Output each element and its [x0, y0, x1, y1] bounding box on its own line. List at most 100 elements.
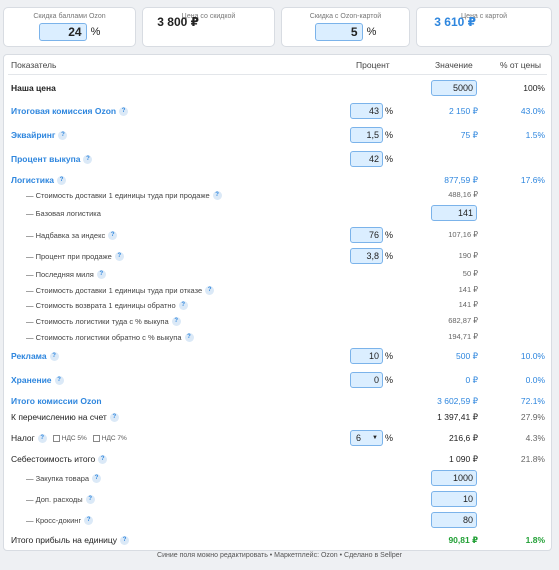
payout-value: 1 397,41 ₽	[437, 412, 478, 422]
bonus-input[interactable]: 24	[38, 23, 87, 41]
tax-value: 216,6 ₽	[448, 433, 478, 443]
help-icon[interactable]: ?	[37, 433, 47, 443]
percent-unit: %	[385, 130, 394, 140]
card-ozon-card: Скидка с Ozon-картой 5 %	[281, 7, 410, 47]
row-profit: Итого прибыль на единицу? 90,81 ₽ 1.8%	[4, 531, 553, 549]
percent-unit: %	[385, 433, 394, 443]
commission-value: 2 150 ₽	[448, 106, 478, 116]
ozon-card-input[interactable]: 5	[314, 23, 363, 41]
help-icon[interactable]: ?	[212, 191, 222, 200]
row-index-markup: — Надбавка за индекс? 76 % 107,16 ₽	[4, 226, 553, 244]
sale-percent-input[interactable]: 3,8	[350, 248, 383, 264]
row-cost-total: Себестоимость итого? 1 090 ₽ 21.8%	[4, 450, 553, 468]
card-bonus: Скидка баллами Ozon 24 %	[3, 7, 136, 47]
logistics-value: 877,59 ₽	[444, 175, 478, 185]
acquiring-percent-input[interactable]: 1,5	[350, 127, 383, 143]
row-logistics-back: — Стоимость логистики обратно с % выкупа…	[4, 328, 553, 346]
card-price-with-card-label: Цена с картой	[461, 13, 507, 20]
storage-percent-input[interactable]: 0	[350, 372, 383, 388]
row-our-price: Наша цена 5000 100%	[4, 79, 553, 97]
header-value: Значение	[435, 60, 473, 70]
ads-value: 500 ₽	[456, 351, 478, 361]
index-markup-label: — Надбавка за индекс	[26, 231, 106, 240]
buyout-percent-input[interactable]: 42	[350, 151, 383, 167]
row-extra: — Доп. расходы? 10	[4, 490, 553, 508]
row-logistics: Логистика? 877,59 ₽ 17.6%	[4, 171, 553, 189]
discount-price-value: 3 800 ₽	[157, 15, 199, 29]
help-icon[interactable]: ?	[171, 317, 181, 326]
storage-label: Хранение	[11, 375, 52, 385]
storage-value: 0 ₽	[465, 375, 479, 385]
purchase-label: — Закупка товара	[26, 474, 90, 483]
help-icon[interactable]: ?	[109, 412, 119, 422]
bonus-unit: %	[90, 26, 101, 38]
index-markup-percent-input[interactable]: 76	[350, 227, 383, 243]
logistics-there-label: — Стоимость логистики туда с % выкупа	[26, 317, 169, 326]
our-price-label: Наша цена	[11, 83, 56, 93]
vat5-label: НДС 5%	[61, 434, 87, 442]
footer-note: Синие поля можно редактировать • Маркетп…	[157, 552, 402, 559]
base-logistics-label: — Базовая логистика	[26, 209, 101, 218]
help-icon[interactable]: ?	[85, 495, 95, 504]
logistics-label: Логистика	[11, 175, 55, 185]
commission-label: Итоговая комиссия Ozon	[11, 106, 117, 116]
help-icon[interactable]: ?	[184, 333, 194, 342]
return-cost-value: 141 ₽	[458, 300, 478, 309]
checkbox-box[interactable]	[92, 434, 100, 442]
tax-rate-select[interactable]: 6 ▼	[350, 430, 383, 446]
row-commission: Итоговая комиссия Ozon? 43 % 2 150 ₽ 43.…	[4, 102, 553, 120]
tax-rate-value: 6	[356, 433, 362, 443]
vat5-checkbox[interactable]: НДС 5%	[52, 434, 87, 442]
base-logistics-input[interactable]: 141	[431, 205, 477, 221]
card-discount-price-label: Цена со скидкой	[181, 13, 236, 20]
last-mile-label: — Последняя миля	[26, 270, 94, 279]
sale-percent-value: 190 ₽	[458, 251, 478, 260]
help-icon[interactable]: ?	[205, 286, 215, 295]
row-base-logistics: — Базовая логистика 141	[4, 204, 553, 222]
row-storage: Хранение? 0 % 0 ₽ 0.0%	[4, 371, 553, 389]
delivery-sale-value: 488,16 ₽	[448, 190, 478, 199]
ads-percent-input[interactable]: 10	[350, 348, 383, 364]
row-total-commission: Итого комиссии Ozon 3 602,59 ₽ 72.1%	[4, 392, 553, 410]
help-icon[interactable]: ?	[83, 154, 93, 164]
logistics-back-value: 194,71 ₽	[448, 332, 478, 341]
help-icon[interactable]: ?	[114, 252, 124, 261]
checkbox-box[interactable]	[52, 434, 60, 442]
help-icon[interactable]: ?	[54, 375, 64, 385]
total-commission-share: 72.1%	[520, 396, 545, 406]
delivery-refusal-label: — Стоимость доставки 1 единицы туда при …	[26, 286, 203, 295]
row-payout: К перечислению на счет? 1 397,41 ₽ 27.9%	[4, 408, 553, 426]
price-with-card-value: 3 610 ₽	[434, 15, 476, 29]
extra-input[interactable]: 10	[431, 491, 477, 507]
header-divider	[8, 74, 547, 75]
help-icon[interactable]: ?	[96, 270, 106, 279]
help-icon[interactable]: ?	[84, 516, 94, 525]
percent-unit: %	[385, 106, 394, 116]
row-delivery-refusal: — Стоимость доставки 1 единицы туда при …	[4, 281, 553, 299]
row-logistics-there: — Стоимость логистики туда с % выкупа? 6…	[4, 312, 553, 330]
card-ozon-card-label: Скидка с Ozon-картой	[309, 13, 382, 20]
percent-unit: %	[385, 251, 394, 261]
commission-share: 43.0%	[520, 106, 545, 116]
percent-unit: %	[385, 230, 394, 240]
help-icon[interactable]: ?	[98, 454, 108, 464]
help-icon[interactable]: ?	[108, 231, 118, 240]
profit-value: 90,81 ₽	[448, 535, 478, 545]
help-icon[interactable]: ?	[49, 351, 59, 361]
profit-share: 1.8%	[525, 535, 545, 545]
tax-label: Налог	[11, 433, 35, 443]
help-icon[interactable]: ?	[58, 130, 68, 140]
help-icon[interactable]: ?	[57, 175, 67, 185]
vat7-checkbox[interactable]: НДС 7%	[92, 434, 127, 442]
help-icon[interactable]: ?	[92, 474, 102, 483]
calculation-table: Показатель Процент Значение % от цены На…	[3, 54, 552, 551]
help-icon[interactable]: ?	[120, 535, 130, 545]
help-icon[interactable]: ?	[119, 106, 129, 116]
commission-percent-input[interactable]: 43	[350, 103, 383, 119]
logistics-back-label: — Стоимость логистики обратно с % выкупа	[26, 333, 182, 342]
our-price-share: 100%	[523, 83, 545, 93]
our-price-input[interactable]: 5000	[431, 80, 477, 96]
crossdock-input[interactable]: 80	[431, 512, 477, 528]
purchase-input[interactable]: 1000	[431, 470, 477, 486]
help-icon[interactable]: ?	[178, 301, 188, 310]
